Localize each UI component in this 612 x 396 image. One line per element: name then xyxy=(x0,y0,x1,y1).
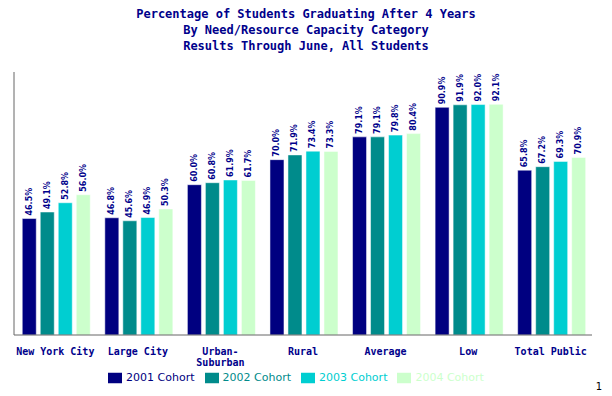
svg-text:92.0%: 92.0% xyxy=(474,74,483,102)
svg-text:56.0%: 56.0% xyxy=(79,164,88,192)
svg-text:90.9%: 90.9% xyxy=(438,77,447,105)
html-text:1: 1 xyxy=(595,381,602,392)
svg-text:Low: Low xyxy=(459,346,478,357)
svg-text:45.6%: 45.6% xyxy=(125,190,134,218)
svg-text:46.5%: 46.5% xyxy=(25,188,34,216)
svg-text:79.1%: 79.1% xyxy=(355,106,364,134)
svg-text:61.9%: 61.9% xyxy=(226,149,235,177)
svg-text:70.9%: 70.9% xyxy=(574,127,583,155)
svg-text:73.4%: 73.4% xyxy=(308,120,317,148)
svg-text:Rural: Rural xyxy=(288,346,318,357)
svg-text:92.1%: 92.1% xyxy=(492,74,501,102)
svg-text:65.8%: 65.8% xyxy=(520,139,529,167)
svg-text:70.0%: 70.0% xyxy=(272,129,281,157)
svg-text:67.2%: 67.2% xyxy=(538,136,547,164)
html-text:Percentage of Students Graduat: Percentage of Students Graduating After … xyxy=(136,7,476,21)
svg-text:80.4%: 80.4% xyxy=(409,103,418,131)
html-text:2001 Cohort: 2001 Cohort xyxy=(126,371,195,384)
html-text:By Need/Resource Capacity Cate: By Need/Resource Capacity Category xyxy=(183,23,429,37)
html-text:2002 Cohort: 2002 Cohort xyxy=(222,371,291,384)
html-text:2003 Cohort: 2003 Cohort xyxy=(319,371,388,384)
svg-text:46.9%: 46.9% xyxy=(143,187,152,215)
svg-text:46.8%: 46.8% xyxy=(107,187,116,215)
html-text:Results Through June, All Stud: Results Through June, All Students xyxy=(183,39,429,53)
svg-text:52.8%: 52.8% xyxy=(61,172,70,200)
svg-text:60.0%: 60.0% xyxy=(190,154,199,182)
svg-text:49.1%: 49.1% xyxy=(43,181,52,209)
svg-text:91.9%: 91.9% xyxy=(456,74,465,102)
svg-text:79.1%: 79.1% xyxy=(373,106,382,134)
svg-text:69.3%: 69.3% xyxy=(556,131,565,159)
svg-text:New York City: New York City xyxy=(16,346,94,357)
svg-text:Total Public: Total Public xyxy=(515,346,587,357)
svg-text:50.3%: 50.3% xyxy=(161,178,170,206)
svg-text:71.9%: 71.9% xyxy=(290,124,299,152)
svg-text:73.3%: 73.3% xyxy=(326,121,335,149)
svg-text:60.8%: 60.8% xyxy=(208,152,217,180)
svg-text:Suburban: Suburban xyxy=(196,357,244,368)
html-text:2004 Cohort: 2004 Cohort xyxy=(415,371,484,384)
svg-text:Urban-: Urban- xyxy=(202,346,238,357)
svg-text:Large City: Large City xyxy=(108,346,168,357)
svg-text:79.8%: 79.8% xyxy=(391,104,400,132)
svg-text:61.7%: 61.7% xyxy=(244,150,253,178)
svg-text:Average: Average xyxy=(364,346,406,357)
